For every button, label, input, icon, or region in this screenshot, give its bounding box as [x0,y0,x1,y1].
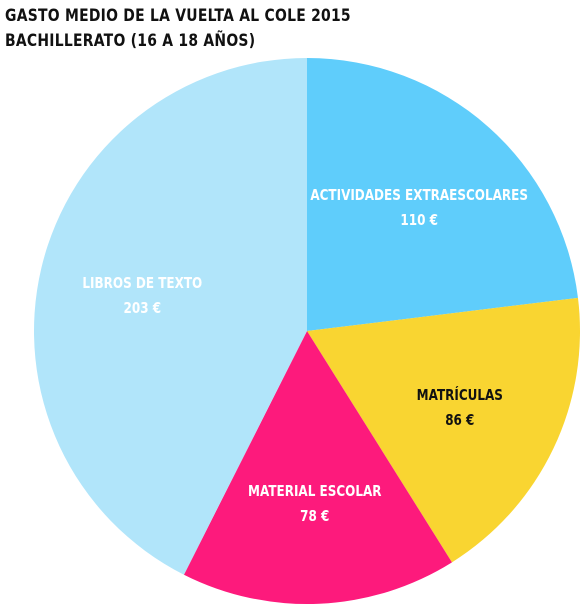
slice-label-material-escolar: MATERIAL ESCOLAR [248,483,382,501]
slice-label-libros-de-texto: LIBROS DE TEXTO [82,275,202,293]
pie-slices [33,58,580,604]
pie-slice-matriculas [307,297,580,563]
pie-slice-material-escolar [183,331,452,604]
slice-label-actividades-extraescolares: ACTIVIDADES EXTRAESCOLARES [310,187,528,205]
slice-value-material-escolar: 78 € [300,508,329,526]
pie-labels: ACTIVIDADES EXTRAESCOLARES 110 € MATRÍCULA… [82,187,528,525]
pie-slice-libros-de-texto [33,58,308,575]
slice-value-libros-de-texto: 203 € [124,300,162,318]
pie-slice-actividades-extraescolares [307,58,578,331]
slice-value-matriculas: 86 € [445,412,474,430]
slice-label-matriculas: MATRÍCULAS [417,385,503,404]
slice-value-actividades-extraescolares: 110 € [400,212,438,230]
chart-subtitle: BACHILLERATO (16 A 18 AÑOS) [5,31,256,51]
chart-title: GASTO MEDIO DE LA VUELTA AL COLE 2015 [5,6,351,26]
